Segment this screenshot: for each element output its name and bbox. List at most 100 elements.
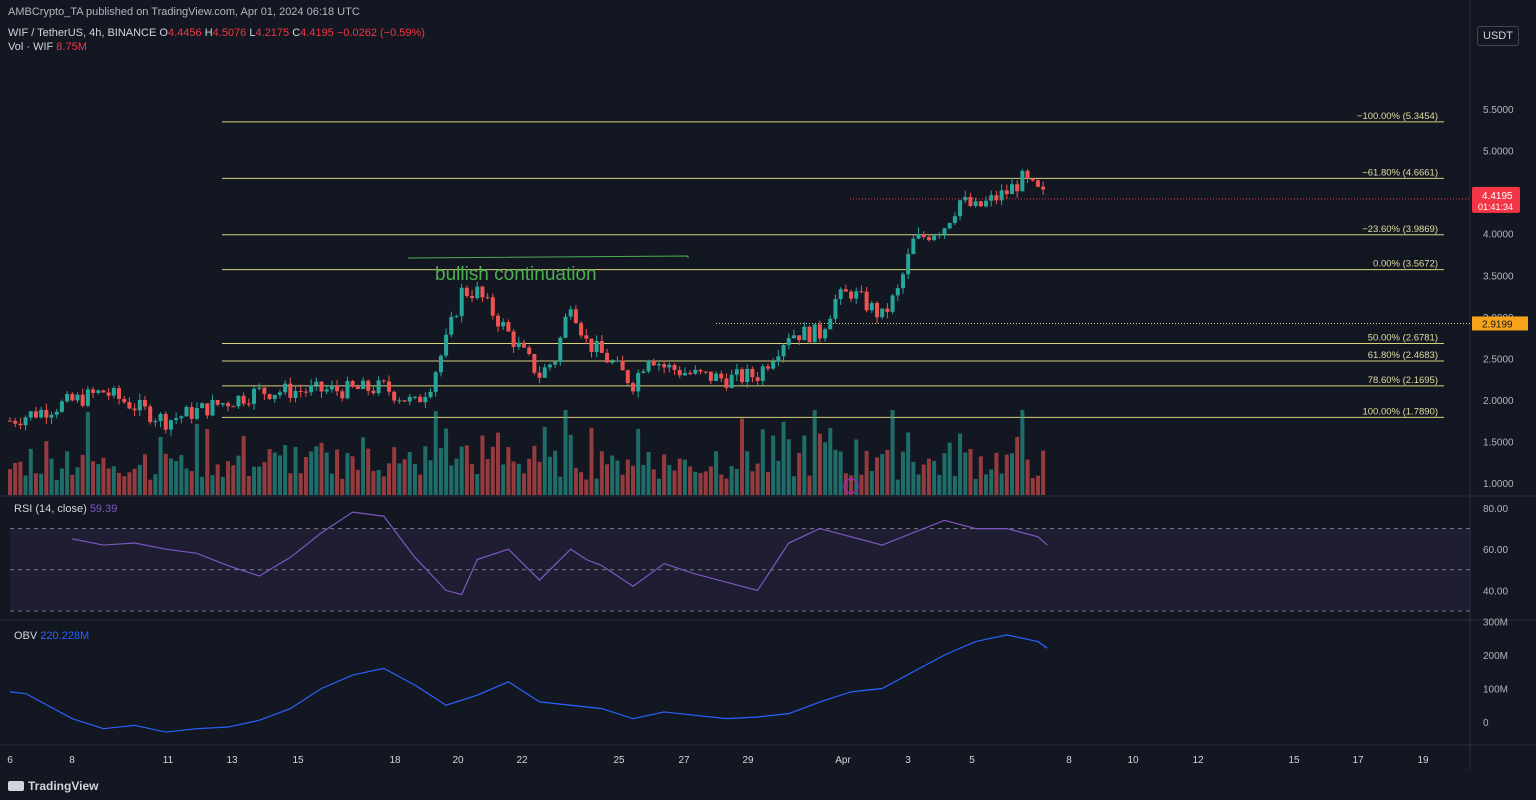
candle-body xyxy=(39,409,44,418)
candle-body xyxy=(771,361,776,369)
volume-bar xyxy=(838,451,843,495)
candle-body xyxy=(875,303,880,318)
candle-body xyxy=(864,291,869,311)
symbol-legend[interactable]: WIF / TetherUS, 4h, BINANCE O4.4456 H4.5… xyxy=(8,27,425,39)
volume-bar xyxy=(127,472,132,495)
candle-body xyxy=(257,387,262,389)
volume-bar xyxy=(854,439,859,495)
time-tick-label: 3 xyxy=(905,755,911,766)
volume-bar xyxy=(553,450,558,495)
candle-body xyxy=(137,399,142,411)
candle-body xyxy=(558,337,563,362)
countdown-label: 01:41:34 xyxy=(1478,202,1513,212)
volume-bar xyxy=(23,475,28,495)
volume-bar xyxy=(610,455,615,495)
candle-body xyxy=(937,234,942,236)
candle-body xyxy=(511,331,516,347)
candle-body xyxy=(724,378,729,388)
candle-body xyxy=(776,356,781,362)
volume-bar xyxy=(340,478,345,495)
volume-bar xyxy=(1009,453,1014,495)
bullish-continuation-label: bullish continuation xyxy=(435,264,597,285)
candle-body xyxy=(475,286,480,299)
candle-body xyxy=(740,369,745,383)
candle-body xyxy=(485,297,490,299)
volume-bar xyxy=(802,435,807,495)
volume-bar xyxy=(631,465,635,495)
currency-button[interactable]: USDT xyxy=(1477,26,1519,46)
candle-body xyxy=(480,286,485,298)
volume-bar xyxy=(791,476,796,495)
obv-legend[interactable]: OBV 220.228M xyxy=(14,630,89,642)
candle-body xyxy=(698,369,703,372)
volume-bar xyxy=(999,473,1004,495)
volume-bar xyxy=(963,452,968,495)
candle-body xyxy=(283,383,288,393)
rsi-legend[interactable]: RSI (14, close) 59.39 xyxy=(14,503,117,515)
close-value: 4.4195 xyxy=(300,27,334,39)
volume-label: Vol · WIF xyxy=(8,41,54,53)
volume-bar xyxy=(122,476,127,495)
candle-body xyxy=(926,237,931,241)
volume-bar xyxy=(615,460,620,495)
candle-body xyxy=(911,238,916,255)
volume-bar xyxy=(277,455,282,495)
current-price-tag-label: 4.4195 xyxy=(1482,191,1513,202)
candle-body xyxy=(714,373,719,381)
candle-body xyxy=(584,335,589,339)
volume-bar xyxy=(693,471,698,495)
candle-body xyxy=(350,381,355,387)
open-value: 4.4456 xyxy=(167,27,202,39)
volume-bar xyxy=(1025,459,1030,495)
volume-bar xyxy=(470,464,475,495)
candle-body xyxy=(900,274,905,289)
fib-level-label: 50.00% (2.6781) xyxy=(1368,333,1438,344)
volume-bar xyxy=(381,476,386,495)
rsi-line xyxy=(72,511,1048,596)
candle-body xyxy=(189,406,194,419)
volume-bar xyxy=(521,473,526,495)
time-tick-label: 10 xyxy=(1127,755,1139,766)
volume-bar xyxy=(335,449,340,495)
fib-level-label: −61.80% (4.6661) xyxy=(1362,167,1438,178)
candle-body xyxy=(246,403,251,405)
candle-body xyxy=(921,233,926,238)
volume-bar xyxy=(226,461,231,495)
volume-bar xyxy=(926,458,931,495)
volume-bar xyxy=(807,475,812,495)
candle-body xyxy=(573,309,578,324)
rsi-label: RSI (14, close) xyxy=(14,503,87,515)
time-tick-label: 8 xyxy=(1066,755,1072,766)
candle-body xyxy=(631,383,635,392)
volume-bar xyxy=(485,459,490,495)
time-tick-label: 25 xyxy=(613,755,625,766)
candle-body xyxy=(174,418,179,421)
price-tick-label: 3.5000 xyxy=(1483,271,1514,282)
candle-body xyxy=(101,390,106,393)
tradingview-logo[interactable]: TradingView xyxy=(8,779,98,793)
candle-body xyxy=(418,396,423,403)
volume-bar xyxy=(594,478,599,495)
candle-body xyxy=(553,361,558,365)
price-tick-label: 2.0000 xyxy=(1483,396,1514,407)
volume-bar xyxy=(589,427,594,495)
price-tick-label: 5.0000 xyxy=(1483,147,1514,158)
candle-body xyxy=(449,316,454,335)
volume-bar xyxy=(33,473,38,495)
volume-bar xyxy=(978,456,983,495)
candle-body xyxy=(984,200,989,207)
time-tick-label: 27 xyxy=(678,755,690,766)
candle-body xyxy=(423,397,428,403)
candle-body xyxy=(18,423,23,426)
volume-bar xyxy=(724,478,729,495)
candle-body xyxy=(1004,190,1009,195)
volume-bar xyxy=(324,452,329,495)
candle-body xyxy=(760,366,765,382)
publisher-line: AMBCrypto_TA published on TradingView.co… xyxy=(8,6,360,18)
volume-legend[interactable]: Vol · WIF 8.75M xyxy=(8,41,87,53)
candle-body xyxy=(968,197,973,206)
volume-bar xyxy=(646,452,651,495)
fib-level-label: 0.00% (3.5672) xyxy=(1373,259,1438,270)
price-tick-label: 2.5000 xyxy=(1483,354,1514,365)
